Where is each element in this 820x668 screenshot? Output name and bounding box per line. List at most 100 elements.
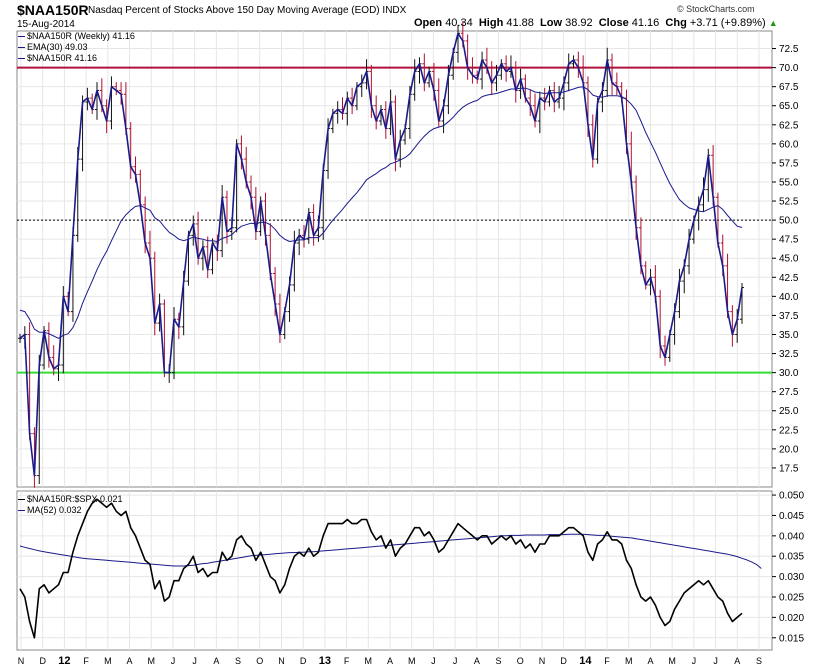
x-tick-label: A — [127, 656, 133, 666]
y-tick-label: 65.0 — [779, 101, 799, 112]
y-tick-label: 0.040 — [779, 531, 804, 542]
y-tick-label: 62.5 — [779, 120, 799, 131]
x-tick-label: 12 — [58, 655, 70, 667]
line-swatch-icon — [18, 499, 25, 501]
x-tick-label: F — [604, 656, 610, 666]
main-legend-text: $NAA150R 41.16 — [27, 53, 98, 63]
y-tick-label: 0.015 — [779, 633, 804, 644]
y-tick-label: 0.030 — [779, 572, 804, 583]
x-tick-label: F — [344, 656, 350, 666]
x-tick-label: S — [496, 656, 502, 666]
chart-date: 15-Aug-2014 — [17, 19, 75, 30]
x-tick-label: F — [83, 656, 89, 666]
copyright-link[interactable]: © StockCharts.com — [677, 4, 755, 14]
open-value: 40.34 — [445, 17, 473, 29]
y-tick-label: 47.5 — [779, 235, 799, 246]
close-value: 41.16 — [631, 17, 660, 29]
x-tick-label: N — [18, 656, 25, 666]
y-tick-label: 60.0 — [779, 139, 799, 150]
line-swatch-icon — [18, 510, 25, 512]
close-label: Close — [598, 17, 629, 29]
y-tick-label: 0.020 — [779, 613, 804, 624]
x-tick-label: M — [365, 656, 373, 666]
y-tick-label: 17.5 — [779, 463, 799, 474]
y-tick-label: 22.5 — [779, 425, 799, 436]
y-tick-label: 57.5 — [779, 158, 799, 169]
y-tick-label: 30.0 — [779, 368, 799, 379]
y-tick-label: 70.0 — [779, 63, 799, 74]
y-tick-label: 42.5 — [779, 273, 799, 284]
y-tick-label: 0.050 — [779, 491, 804, 502]
high-label: High — [478, 17, 504, 29]
x-tick-label: M — [104, 656, 112, 666]
lower-legend-text: $NAA150R:$SPX 0.021 — [27, 494, 123, 504]
price-line — [19, 32, 743, 477]
candle-icon — [18, 36, 25, 38]
x-tick-label: 14 — [579, 655, 592, 667]
x-tick-label: A — [474, 656, 480, 666]
main-legend-item: EMA(30) 49.03 — [18, 42, 135, 53]
y-tick-label: 32.5 — [779, 349, 799, 360]
line-swatch-icon — [18, 47, 25, 49]
x-tick-label: A — [213, 656, 219, 666]
y-tick-label: 0.035 — [779, 552, 804, 563]
main-legend: $NAA150R (Weekly) 41.16 EMA(30) 49.03 $NAA… — [18, 31, 135, 64]
x-tick-label: 13 — [319, 655, 331, 667]
y-tick-label: 52.5 — [779, 197, 799, 208]
chart-title: Nasdaq Percent of Stocks Above 150 Day M… — [88, 5, 407, 16]
y-tick-label: 0.025 — [779, 593, 804, 604]
chg-value: +3.71 (+9.89%) — [689, 17, 766, 29]
high-value: 41.88 — [506, 17, 534, 29]
y-tick-label: 55.0 — [779, 177, 799, 188]
low-value: 38.92 — [565, 17, 593, 29]
main-legend-text: $NAA150R (Weekly) 41.16 — [27, 31, 135, 41]
x-tick-label: O — [517, 656, 524, 666]
x-tick-label: A — [387, 656, 393, 666]
y-tick-label: 35.0 — [779, 330, 799, 341]
lower-panel-frame — [16, 490, 773, 651]
x-tick-label: S — [756, 656, 762, 666]
x-tick-label: J — [431, 656, 436, 666]
main-legend-item: $NAA150R (Weekly) 41.16 — [18, 31, 135, 42]
x-tick-label: M — [625, 656, 633, 666]
y-tick-label: 20.0 — [779, 444, 799, 455]
chg-up-icon: ▲ — [768, 18, 778, 28]
y-tick-label: 45.0 — [779, 254, 799, 265]
main-legend-item: $NAA150R 41.16 — [18, 53, 135, 64]
x-tick-label: D — [560, 656, 567, 666]
x-tick-label: J — [692, 656, 697, 666]
x-tick-label: M — [668, 656, 676, 666]
x-tick-label: A — [647, 656, 653, 666]
x-tick-label: J — [713, 656, 718, 666]
y-tick-label: 67.5 — [779, 82, 799, 93]
lower-legend-item: MA(52) 0.032 — [18, 505, 123, 516]
lower-legend-item: $NAA150R:$SPX 0.021 — [18, 494, 123, 505]
lower-legend-text: MA(52) 0.032 — [27, 505, 82, 515]
ratio-line — [19, 498, 743, 639]
y-tick-label: 50.0 — [779, 216, 799, 227]
x-tick-label: M — [147, 656, 155, 666]
x-tick-label: M — [408, 656, 416, 666]
line-swatch-icon — [18, 58, 25, 60]
x-tick-label: N — [539, 656, 546, 666]
y-tick-label: 40.0 — [779, 292, 799, 303]
y-tick-label: 37.5 — [779, 311, 799, 322]
ohlc-readout: Open 40.34 High 41.88 Low 38.92 Close 41… — [414, 17, 778, 29]
chart-symbol: $NAA150R — [17, 2, 89, 18]
x-tick-label: J — [192, 656, 197, 666]
ma52-line — [19, 533, 762, 569]
x-tick-label: S — [235, 656, 241, 666]
y-tick-label: 72.5 — [779, 44, 799, 55]
open-label: Open — [414, 17, 443, 29]
x-tick-label: D — [300, 656, 307, 666]
x-tick-label: N — [278, 656, 285, 666]
x-tick-label: D — [39, 656, 46, 666]
main-legend-text: EMA(30) 49.03 — [27, 42, 88, 52]
x-tick-label: J — [171, 656, 176, 666]
x-tick-label: O — [256, 656, 263, 666]
lower-legend: $NAA150R:$SPX 0.021 MA(52) 0.032 — [18, 494, 123, 516]
x-tick-label: A — [734, 656, 740, 666]
y-tick-label: 25.0 — [779, 406, 799, 417]
y-tick-label: 0.045 — [779, 511, 804, 522]
